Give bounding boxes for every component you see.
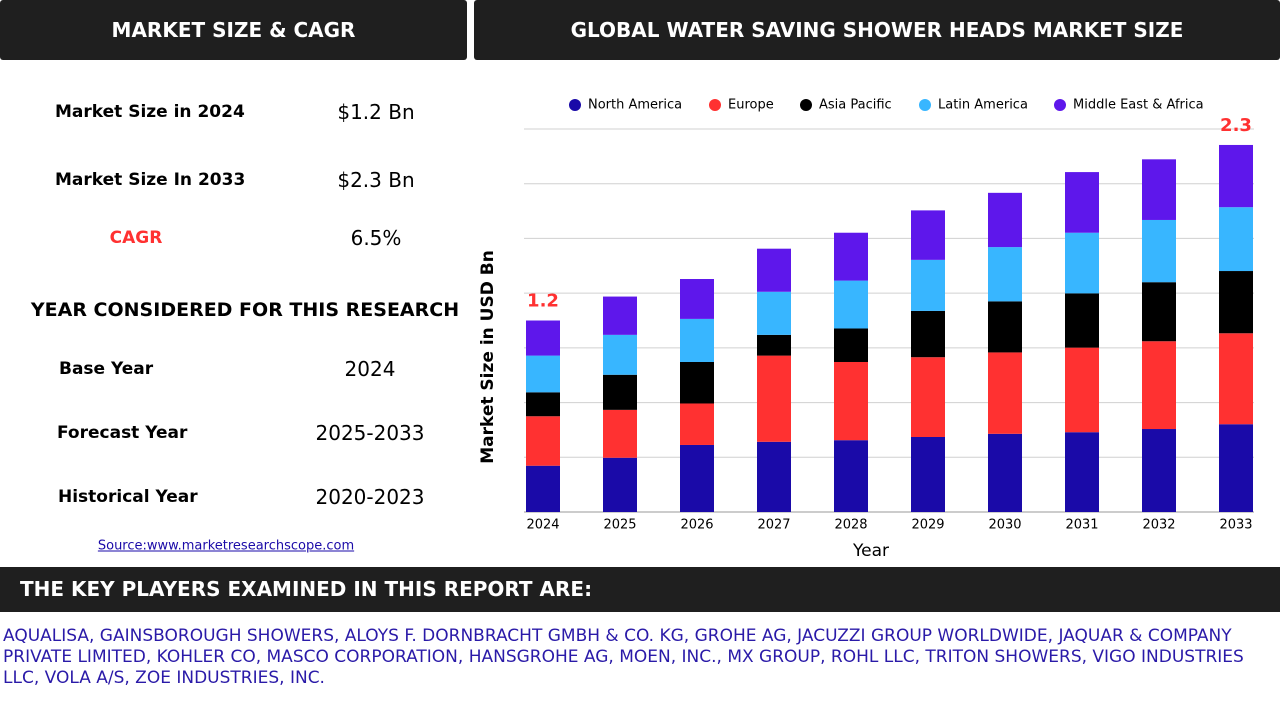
year-label: Historical Year xyxy=(58,487,198,507)
x-tick-label: 2026 xyxy=(680,518,713,533)
x-tick-label: 2033 xyxy=(1219,518,1252,533)
bar-segment xyxy=(1142,282,1176,342)
bar-segment xyxy=(1065,172,1099,233)
bar-segment xyxy=(757,248,791,292)
bar-segment xyxy=(603,296,637,335)
bar-segment xyxy=(680,444,714,512)
chart-title: GLOBAL WATER SAVING SHOWER HEADS MARKET … xyxy=(474,0,1280,60)
bar-segment xyxy=(1142,159,1176,220)
key-players-text: AQUALISA, GAINSBOROUGH SHOWERS, ALOYS F.… xyxy=(3,626,1244,688)
bar-segment xyxy=(1219,144,1253,208)
x-tick-label: 2027 xyxy=(757,518,790,533)
summary-label: Market Size in 2024 xyxy=(55,102,245,122)
year-value: 2024 xyxy=(344,357,396,381)
bar-segment xyxy=(988,192,1022,248)
legend-marker xyxy=(919,99,931,111)
bar-segment xyxy=(680,361,714,404)
bar-segment xyxy=(1142,219,1176,283)
bar-segment xyxy=(1142,341,1176,430)
bar-segment xyxy=(1142,429,1176,512)
bar-segment xyxy=(757,441,791,512)
bar-segment xyxy=(526,320,560,356)
bar-segment xyxy=(911,357,945,437)
source-link[interactable]: Source:www.marketresearchscope.com xyxy=(97,538,355,554)
bar-segment xyxy=(911,259,945,311)
legend-label: North America xyxy=(588,98,682,113)
bar-segment xyxy=(834,440,868,512)
legend-label: Middle East & Africa xyxy=(1073,98,1204,113)
year-value: 2025-2033 xyxy=(315,421,425,445)
year-label: Forecast Year xyxy=(57,423,188,443)
bar-segment xyxy=(1065,293,1099,348)
bar-segment xyxy=(988,301,1022,353)
total-label: 1.2 xyxy=(527,291,559,312)
x-axis-title: Year xyxy=(852,541,889,561)
legend-label: Europe xyxy=(728,98,774,113)
bar-segment xyxy=(526,392,560,417)
panel-title: MARKET SIZE & CAGR xyxy=(0,0,467,60)
bar-segment xyxy=(1065,347,1099,433)
bar-segment xyxy=(988,352,1022,434)
bar-segment xyxy=(757,355,791,442)
bar-segment xyxy=(1219,207,1253,272)
bar-segment xyxy=(911,210,945,260)
summary-value: $1.2 Bn xyxy=(337,100,415,124)
bar-segment xyxy=(988,433,1022,512)
bar-segment xyxy=(1065,232,1099,294)
legend-marker xyxy=(1054,99,1066,111)
bar-segment xyxy=(603,409,637,458)
bar-segment xyxy=(1065,432,1099,512)
research-heading: YEAR CONSIDERED FOR THIS RESEARCH xyxy=(30,299,460,321)
chart: North America Europe Asia Pacific Latin Ame… xyxy=(478,98,1254,561)
bar-segment xyxy=(680,318,714,362)
bar-segment xyxy=(603,334,637,375)
bar-segment xyxy=(1219,271,1253,334)
summary-label: Market Size In 2033 xyxy=(55,170,246,190)
bar-segment xyxy=(526,465,560,512)
bar-segment xyxy=(526,416,560,466)
x-tick-label: 2024 xyxy=(526,518,559,533)
x-tick-label: 2031 xyxy=(1065,518,1098,533)
legend-label: Asia Pacific xyxy=(819,98,892,113)
y-axis-title: Market Size in USD Bn xyxy=(478,250,498,464)
bar-segment xyxy=(757,334,791,356)
x-tick-label: 2032 xyxy=(1142,518,1175,533)
legend-marker xyxy=(569,99,581,111)
bar-segment xyxy=(834,328,868,362)
bar-segment xyxy=(603,374,637,410)
x-tick-label: 2029 xyxy=(911,518,944,533)
legend-marker xyxy=(709,99,721,111)
bar-segment xyxy=(988,247,1022,302)
bar-segment xyxy=(757,291,791,335)
bar-segment xyxy=(680,403,714,445)
x-tick-label: 2030 xyxy=(988,518,1021,533)
legend-marker xyxy=(800,99,812,111)
summary-value: $2.3 Bn xyxy=(337,168,415,192)
bar-segment xyxy=(603,457,637,512)
bar-segment xyxy=(526,355,560,393)
x-tick-label: 2028 xyxy=(834,518,867,533)
bar-segment xyxy=(680,279,714,319)
bar-segment xyxy=(911,310,945,358)
legend-label: Latin America xyxy=(938,98,1028,113)
key-players-heading: THE KEY PLAYERS EXAMINED IN THIS REPORT … xyxy=(0,567,1280,612)
summary-label: CAGR xyxy=(109,228,163,248)
bar-segment xyxy=(1219,424,1253,512)
bar-segment xyxy=(911,436,945,512)
year-value: 2020-2023 xyxy=(315,485,425,509)
total-label: 2.3 xyxy=(1220,115,1252,136)
summary-value: 6.5% xyxy=(350,226,402,250)
x-tick-label: 2025 xyxy=(603,518,636,533)
bar-segment xyxy=(834,280,868,329)
bar-segment xyxy=(1219,333,1253,425)
bar-segment xyxy=(834,232,868,281)
bar-segment xyxy=(834,361,868,441)
year-label: Base Year xyxy=(59,359,154,379)
